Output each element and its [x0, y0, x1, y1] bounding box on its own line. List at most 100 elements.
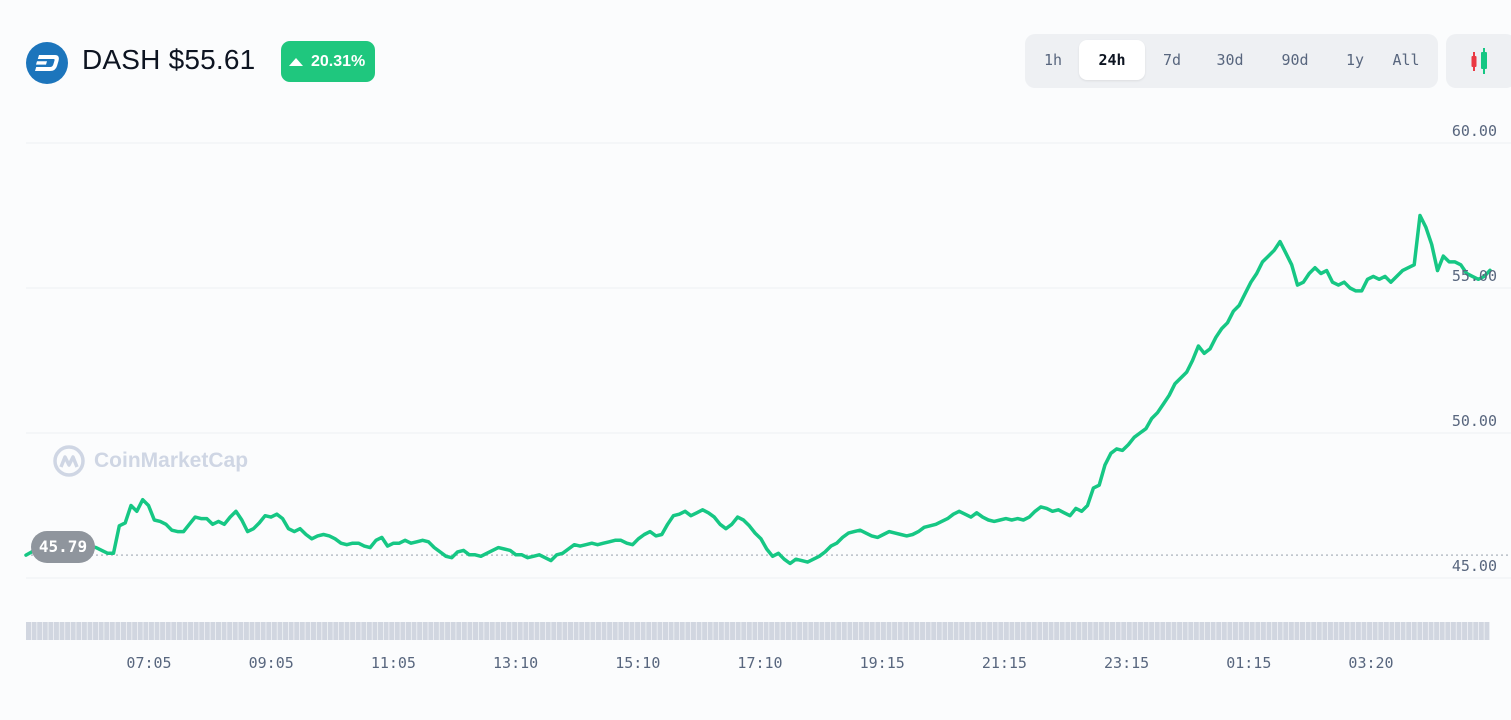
candlestick-toggle-button[interactable] — [1446, 34, 1511, 88]
price-change-percent: 20.31% — [311, 52, 366, 70]
volume-bar — [545, 622, 551, 640]
volume-bar — [724, 622, 730, 640]
y-tick-label: 60.00 — [1452, 122, 1497, 140]
volume-bar — [903, 622, 909, 640]
volume-bar — [70, 622, 76, 640]
volume-bar — [769, 622, 775, 640]
volume-bar — [774, 622, 780, 640]
volume-bar — [1473, 622, 1479, 640]
volume-bar — [674, 622, 680, 640]
range-90d-button[interactable]: 90d — [1281, 51, 1309, 69]
range-1y-button[interactable]: 1y — [1345, 51, 1365, 69]
volume-bar — [176, 622, 182, 640]
volume-bar — [378, 622, 384, 640]
volume-bar — [210, 622, 216, 640]
volume-bar — [1350, 622, 1356, 640]
volume-bar — [942, 622, 948, 640]
volume-bar — [478, 622, 484, 640]
volume-bar — [1411, 622, 1417, 640]
volume-bar — [411, 622, 417, 640]
volume-bar — [98, 622, 104, 640]
volume-bar — [1199, 622, 1205, 640]
volume-bar — [232, 622, 238, 640]
range-24h-button[interactable]: 24h — [1079, 40, 1145, 80]
volume-bar — [975, 622, 981, 640]
volume-bar — [500, 622, 506, 640]
x-axis-ticks: 07:05 09:05 11:05 13:10 15:10 17:10 19:15 21:15… — [126, 654, 1393, 672]
volume-bar — [1216, 622, 1222, 640]
volume-bar — [484, 622, 490, 640]
volume-bar — [964, 622, 970, 640]
volume-bar — [227, 622, 233, 640]
x-tick-label: 23:15 — [1104, 654, 1149, 672]
volume-bar — [271, 622, 277, 640]
volume-bar — [1015, 622, 1021, 640]
volume-bar — [243, 622, 249, 640]
volume-bar — [931, 622, 937, 640]
volume-bar — [1227, 622, 1233, 640]
volume-bar — [137, 622, 143, 640]
volume-bar — [1104, 622, 1110, 640]
volume-bar — [283, 622, 289, 640]
range-1h-button[interactable]: 1h — [1043, 51, 1063, 69]
x-tick-label: 03:20 — [1348, 654, 1393, 672]
volume-bar — [1322, 622, 1328, 640]
volume-bar — [1232, 622, 1238, 640]
volume-bar — [998, 622, 1004, 640]
volume-bar — [1193, 622, 1199, 640]
volume-bar — [601, 622, 607, 640]
volume-bar — [506, 622, 512, 640]
volume-bar — [294, 622, 300, 640]
range-30d-button[interactable]: 30d — [1216, 51, 1244, 69]
volume-bar — [1355, 622, 1361, 640]
volume-bar — [517, 622, 523, 640]
volume-bar — [188, 622, 194, 640]
volume-bar — [1171, 622, 1177, 640]
volume-bar — [473, 622, 479, 640]
volume-bar — [679, 622, 685, 640]
volume-bar — [657, 622, 663, 640]
volume-bar — [540, 622, 546, 640]
volume-bar — [1383, 622, 1389, 640]
price-line — [24, 213, 1492, 566]
volume-bar — [1277, 622, 1283, 640]
volume-bar — [1054, 622, 1060, 640]
volume-bar — [1238, 622, 1244, 640]
volume-bar — [76, 622, 82, 640]
volume-bar — [668, 622, 674, 640]
range-7d-button[interactable]: 7d — [1162, 51, 1182, 69]
volume-bar — [1316, 622, 1322, 640]
volume-bar — [746, 622, 752, 640]
volume-bar — [864, 622, 870, 640]
volume-bar — [42, 622, 48, 640]
x-tick-label: 15:10 — [615, 654, 660, 672]
volume-bar — [1126, 622, 1132, 640]
candlestick-icon — [1471, 48, 1487, 74]
volume-bar — [87, 622, 93, 640]
volume-bar — [338, 622, 344, 640]
volume-bar — [908, 622, 914, 640]
volume-bar — [808, 622, 814, 640]
dash-logo-glyph — [35, 55, 59, 71]
volume-bar — [193, 622, 199, 640]
volume-bar — [841, 622, 847, 640]
volume-bar — [1266, 622, 1272, 640]
volume-bar — [1059, 622, 1065, 640]
volume-bar — [696, 622, 702, 640]
volume-bar — [685, 622, 691, 640]
volume-bar — [528, 622, 534, 640]
chart-header: DASH $55.61 20.31% 1h 24h 7d 30d 90d 1y … — [0, 0, 1511, 110]
open-price-tag: 45.79 — [31, 531, 95, 564]
volume-bar — [495, 622, 501, 640]
volume-bar — [48, 622, 54, 640]
volume-bar — [53, 622, 59, 640]
volume-bar — [573, 622, 579, 640]
volume-bar — [400, 622, 406, 640]
volume-bar — [439, 622, 445, 640]
volume-bar — [718, 622, 724, 640]
volume-bar — [1149, 622, 1155, 640]
volume-bar — [366, 622, 372, 640]
range-all-button[interactable]: All — [1392, 51, 1420, 69]
coin-title: DASH $55.61 — [82, 44, 256, 75]
